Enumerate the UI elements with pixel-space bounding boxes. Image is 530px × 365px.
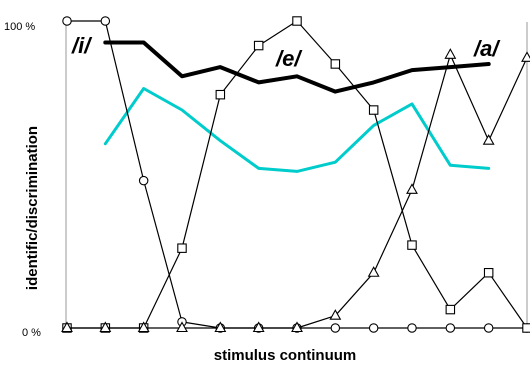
triangle-marker [61,321,73,333]
triangle-marker [214,321,227,333]
series-line-a [66,54,528,329]
triangle-marker [291,321,303,333]
square-marker [522,323,530,333]
square-marker [368,105,379,115]
circle-marker [100,16,111,26]
series-curve-4 [103,40,491,94]
x-axis-title: stimulus continuum [214,347,357,364]
circle-marker [483,323,494,333]
square-marker [445,304,456,315]
series-line-curve-5 [103,87,491,173]
circle-marker [445,323,456,333]
series-curve-5 [103,87,491,173]
series-line-curve-4 [103,40,491,94]
triangle-marker [176,321,188,333]
triangle-marker [99,321,112,333]
circle-marker [407,323,417,333]
square-marker [177,243,187,253]
series-labels: /i/ /e/ /a/ [71,33,501,71]
y-tick-label-max: 100 % [4,21,35,33]
triangle-marker [367,266,380,277]
series-layer [61,16,530,333]
triangle-marker [252,321,265,333]
series-label-i: /i/ [71,33,93,58]
triangle-marker [329,309,342,320]
y-tick-label-min: 0 % [22,327,41,339]
circle-marker [138,175,149,186]
square-marker [253,40,264,51]
square-marker [292,16,302,26]
series-a [61,48,530,333]
series-label-e: /e/ [275,46,303,71]
series-label-a: /a/ [473,36,501,61]
circle-marker [368,323,379,333]
triangle-marker [406,183,418,194]
circle-marker [330,323,341,333]
triangle-marker [521,51,530,62]
y-axis-title: identific/discrimination [24,126,41,290]
square-marker [407,240,417,250]
triangle-marker [444,48,457,59]
triangle-marker [137,321,150,333]
square-marker [483,267,494,278]
square-marker [215,89,226,100]
triangle-marker [482,134,495,145]
square-marker [330,59,341,69]
circle-marker [62,16,72,26]
